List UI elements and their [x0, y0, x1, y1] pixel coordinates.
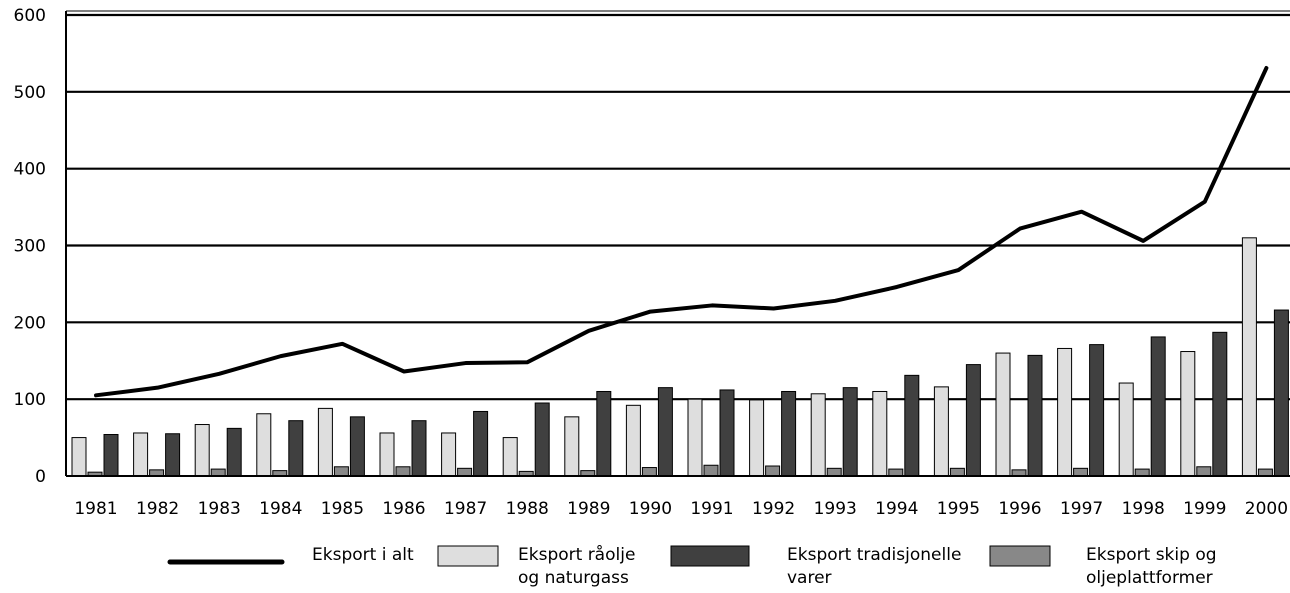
bar-skip-1993	[826, 467, 842, 477]
bar-tradisjonelle-1989	[596, 390, 612, 477]
bar-tradisjonelle-1994	[904, 374, 920, 477]
bar-raolje-1986	[379, 432, 395, 477]
bar-skip-1997	[1073, 467, 1089, 477]
bar-tradisjonelle-1997	[1089, 344, 1105, 477]
bar-tradisjonelle-1991	[719, 389, 735, 477]
line-layer	[94, 66, 1269, 398]
bar-raolje-1996	[995, 352, 1011, 477]
y-tick-label-200: 200	[14, 313, 46, 333]
x-tick-label-2000: 2000	[1245, 499, 1288, 519]
x-tick-label-1996: 1996	[998, 499, 1041, 519]
y-tick-label-0: 0	[35, 467, 46, 487]
bar-raolje-1983	[194, 424, 210, 477]
bar-raolje-1993	[810, 393, 826, 477]
x-tick-label-1995: 1995	[937, 499, 980, 519]
bar-raolje-1998	[1118, 382, 1134, 477]
bar-skip-1995	[949, 467, 965, 477]
legend-item-3-symbol	[670, 545, 750, 567]
bar-raolje-1984	[256, 413, 272, 477]
axis-layer: 0 100 200 300 400 500 600 1981 1982 1983 1984 1985 1…	[14, 6, 1290, 519]
bar-raolje-1995	[933, 386, 949, 477]
bar-raolje-1989	[564, 416, 580, 477]
legend-item-2-label-line-1: Eksport råolje	[518, 544, 635, 565]
bar-skip-1992	[765, 465, 781, 477]
x-tick-label-1997: 1997	[1060, 499, 1103, 519]
bar-skip-1998	[1134, 468, 1150, 477]
x-tick-label-1983: 1983	[198, 499, 241, 519]
x-tick-label-1993: 1993	[814, 499, 857, 519]
bar-tradisjonelle-1996	[1027, 354, 1043, 477]
y-tick-label-400: 400	[14, 160, 46, 180]
x-tick-label-1981: 1981	[74, 499, 117, 519]
grid-layer	[66, 10, 1290, 401]
x-tick-label-1999: 1999	[1183, 499, 1226, 519]
bar-tradisjonelle-1995	[965, 364, 981, 477]
bar-skip-1991	[703, 464, 719, 477]
x-tick-label-1982: 1982	[136, 499, 179, 519]
bar-raolje-1981	[71, 437, 87, 477]
bar-tradisjonelle-1992	[781, 390, 797, 477]
bar-raolje-1990	[625, 404, 641, 477]
x-tick-label-1986: 1986	[382, 499, 425, 519]
bar-skip-1986	[395, 466, 411, 477]
x-tick-label-1987: 1987	[444, 499, 487, 519]
bar-raolje-1992	[749, 399, 765, 477]
bar-skip-1990	[641, 467, 657, 477]
x-tick-label-1991: 1991	[690, 499, 733, 519]
legend-item-1-label-line-1: Eksport i alt	[312, 545, 414, 565]
bar-raolje-1988	[502, 437, 518, 477]
x-tick-label-1985: 1985	[321, 499, 364, 519]
y-tick-label-100: 100	[14, 390, 46, 410]
bar-raolje-1985	[317, 407, 333, 477]
bar-skip-1987	[457, 467, 473, 477]
bar-raolje-1991	[687, 398, 703, 477]
x-tick-label-1990: 1990	[629, 499, 672, 519]
x-tick-label-1988: 1988	[506, 499, 549, 519]
legend-item-3-label-line-2: varer	[787, 568, 832, 588]
bar-raolje-2000	[1241, 237, 1257, 477]
bar-tradisjonelle-2000	[1273, 309, 1289, 477]
bar-tradisjonelle-1985	[349, 416, 365, 477]
x-tick-label-1994: 1994	[875, 499, 918, 519]
bar-skip-2000	[1257, 468, 1273, 477]
legend-item-2-label-line-2: og naturgass	[518, 568, 629, 588]
bar-tradisjonelle-1982	[165, 433, 181, 477]
y-tick-label-300: 300	[14, 237, 46, 257]
bar-raolje-1999	[1180, 351, 1196, 477]
legend-item-4-symbol	[989, 545, 1051, 567]
legend-item-4-label-line-1: Eksport skip og	[1086, 545, 1217, 565]
bar-raolje-1994	[872, 390, 888, 477]
bar-tradisjonelle-1981	[103, 434, 119, 477]
line-eksport-i-alt	[94, 66, 1269, 398]
x-tick-label-1984: 1984	[259, 499, 302, 519]
legend: Eksport i alt Eksport råolje og naturgass E…	[167, 544, 1217, 588]
bar-raolje-1982	[133, 432, 149, 477]
bar-tradisjonelle-1987	[473, 410, 489, 477]
bar-tradisjonelle-1999	[1212, 331, 1228, 477]
bar-skip-1994	[888, 468, 904, 477]
legend-item-4-label-line-2: oljeplattformer	[1086, 568, 1213, 588]
bar-raolje-1997	[1057, 347, 1073, 477]
bar-layer	[71, 237, 1289, 477]
bar-tradisjonelle-1986	[411, 420, 427, 477]
x-tick-label-1989: 1989	[567, 499, 610, 519]
bar-tradisjonelle-1983	[226, 427, 242, 477]
y-tick-label-600: 600	[14, 6, 46, 26]
bar-skip-1985	[333, 466, 349, 477]
bar-tradisjonelle-1993	[842, 387, 858, 477]
y-tick-label-500: 500	[14, 83, 46, 103]
bar-skip-1983	[210, 468, 226, 477]
bar-tradisjonelle-1998	[1150, 336, 1166, 477]
legend-item-2-symbol	[437, 545, 499, 567]
bar-tradisjonelle-1990	[657, 387, 673, 477]
x-tick-label-1998: 1998	[1122, 499, 1165, 519]
legend-item-3-label-line-1: Eksport tradisjonelle	[787, 545, 961, 565]
bar-raolje-1987	[441, 432, 457, 477]
bar-skip-1999	[1196, 466, 1212, 477]
bar-tradisjonelle-1988	[534, 402, 550, 477]
x-tick-label-1992: 1992	[752, 499, 795, 519]
bar-tradisjonelle-1984	[288, 420, 304, 477]
